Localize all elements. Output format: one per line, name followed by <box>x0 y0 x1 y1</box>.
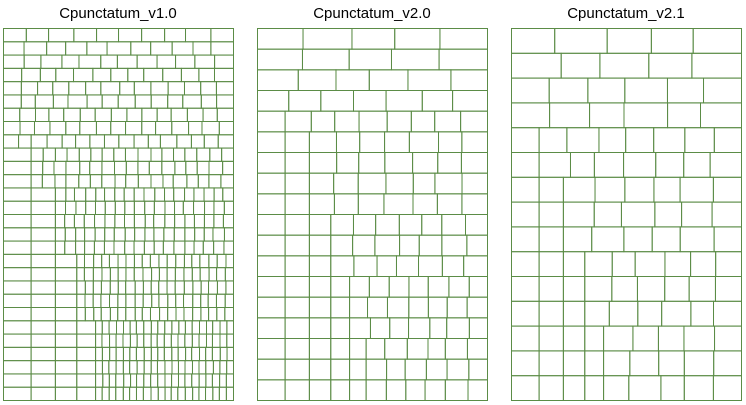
treemap-cell <box>467 379 488 401</box>
panel-title: Cpunctatum_v1.0 <box>59 5 177 22</box>
panel-frame <box>511 28 742 401</box>
treemap-panel-1: Cpunctatum_v1.0 <box>3 5 235 401</box>
panel-title: Cpunctatum_v2.0 <box>313 5 431 22</box>
treemap-cell <box>225 386 235 401</box>
treemap-cell <box>712 375 742 402</box>
treemap-panel-3: Cpunctatum_v2.1 <box>511 5 743 402</box>
treemap-panel-2: Cpunctatum_v2.0 <box>257 5 489 401</box>
panel-title: Cpunctatum_v2.1 <box>567 5 685 22</box>
